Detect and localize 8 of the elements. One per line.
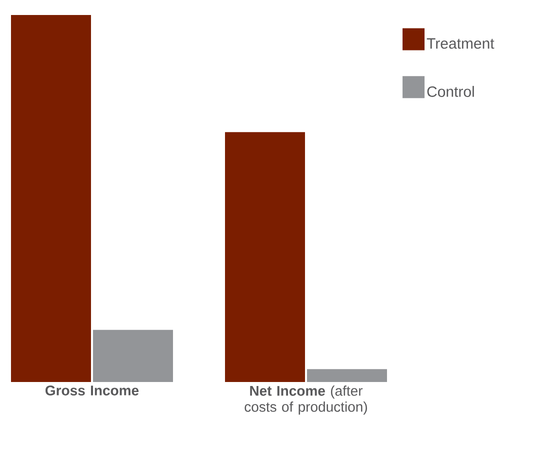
legend-label: Treatment — [426, 38, 494, 49]
x-tick-label: Gross Income — [46, 386, 139, 396]
x-tick-label: Net Income (after costs of production) — [244, 386, 367, 415]
legend-label: Control — [427, 86, 474, 97]
bar — [11, 14, 91, 382]
bar — [93, 330, 174, 382]
bar — [307, 369, 388, 382]
bar — [225, 132, 306, 382]
